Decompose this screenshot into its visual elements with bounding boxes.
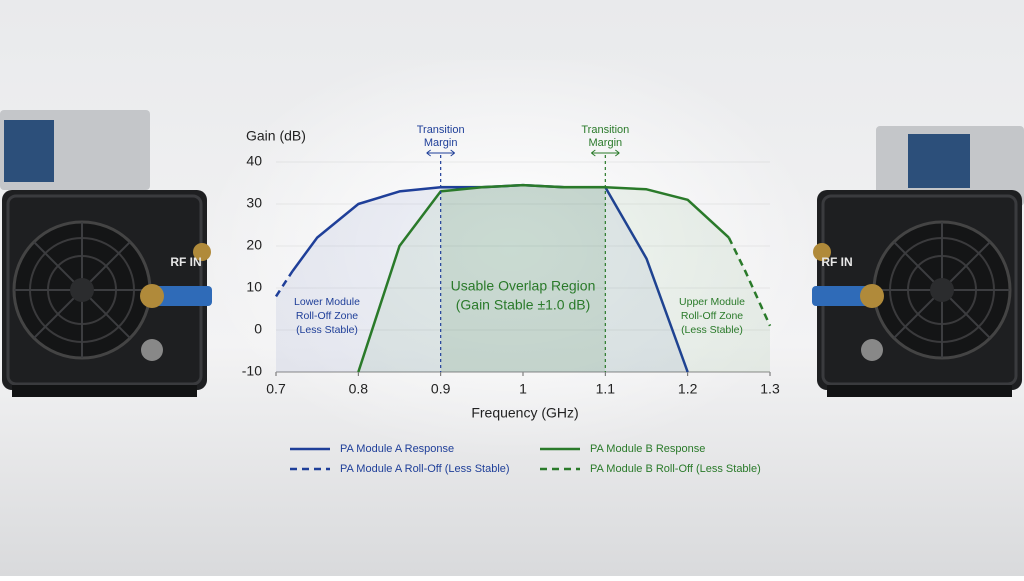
series-line [274, 270, 294, 298]
y-tick-label: 40 [246, 153, 262, 169]
legend-label: PA Module B Response [590, 443, 705, 455]
transition-label: Margin [589, 137, 623, 149]
pa-module [0, 188, 214, 399]
overlap-shade [440, 185, 606, 372]
series-area [292, 185, 688, 372]
y-tick-label: 10 [246, 279, 262, 295]
zone-label: Upper Module [679, 296, 745, 308]
zone-label: (Less Stable) [296, 324, 358, 336]
zone-label: Lower Module [294, 296, 360, 308]
series-line [727, 237, 772, 327]
legend-label: PA Module A Roll-Off (Less Stable) [340, 463, 510, 475]
x-tick-label: 1 [519, 381, 527, 397]
legend-label: PA Module B Roll-Off (Less Stable) [590, 463, 761, 475]
x-axis-label: Frequency (GHz) [471, 405, 578, 421]
legend-label: PA Module A Response [340, 443, 454, 455]
device-label: RF IN [821, 255, 852, 269]
x-tick-label: 1.3 [760, 381, 780, 397]
y-tick-label: -10 [242, 363, 262, 379]
series-area [276, 271, 293, 372]
overlap-label: Usable Overlap Region [451, 278, 596, 294]
margin-arrow [591, 149, 620, 157]
device-label: RF IN [170, 255, 201, 269]
x-tick-label: 1.2 [678, 381, 698, 397]
series-area [358, 185, 729, 372]
y-tick-label: 30 [246, 195, 262, 211]
zone-label: (Less Stable) [681, 324, 743, 336]
margin-arrow [426, 149, 455, 157]
series-line [357, 183, 730, 373]
glow [200, 60, 820, 480]
pa-module [810, 188, 1024, 399]
series-area [728, 237, 770, 372]
y-axis-label: Gain (dB) [246, 128, 306, 144]
zone-label: Roll-Off Zone [681, 310, 743, 322]
x-tick-label: 0.9 [431, 381, 451, 397]
x-tick-label: 0.7 [266, 381, 286, 397]
instrument-screen [4, 120, 54, 182]
x-tick-label: 0.8 [349, 381, 369, 397]
transition-label: Margin [424, 137, 458, 149]
overlap-label: (Gain Stable ±1.0 dB) [456, 297, 591, 313]
y-tick-label: 20 [246, 237, 262, 253]
transition-label: Transition [581, 124, 629, 136]
x-tick-label: 1.1 [596, 381, 616, 397]
transition-label: Transition [417, 124, 465, 136]
zone-label: Roll-Off Zone [296, 310, 358, 322]
instrument-screen [908, 134, 970, 188]
y-tick-label: 0 [254, 321, 262, 337]
